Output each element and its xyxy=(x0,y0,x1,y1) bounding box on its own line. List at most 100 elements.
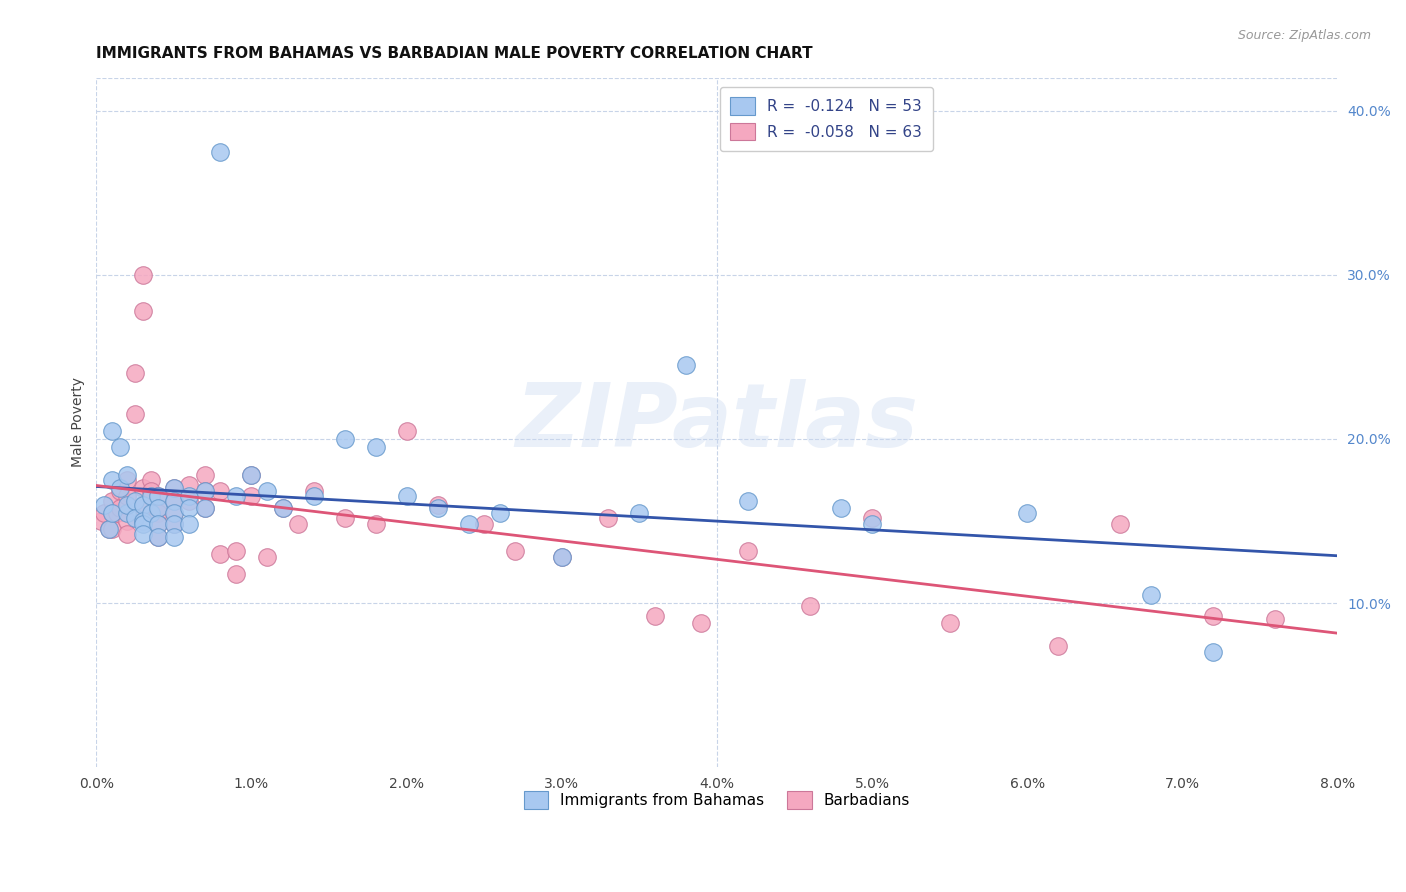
Point xyxy=(101,522,124,536)
Point xyxy=(503,543,526,558)
Point xyxy=(240,468,263,483)
Point xyxy=(302,489,325,503)
Point xyxy=(287,517,309,532)
Y-axis label: Male Poverty: Male Poverty xyxy=(72,377,86,467)
Point xyxy=(148,489,170,503)
Point xyxy=(148,500,170,515)
Point xyxy=(93,498,115,512)
Point xyxy=(117,489,139,503)
Point xyxy=(132,527,155,541)
Point xyxy=(163,506,186,520)
Text: ZIPatlas: ZIPatlas xyxy=(516,379,918,466)
Point xyxy=(737,494,759,508)
Point xyxy=(117,498,139,512)
Point xyxy=(163,494,186,508)
Point xyxy=(179,489,201,503)
Point xyxy=(598,510,620,524)
Point xyxy=(426,500,449,515)
Point xyxy=(117,468,139,483)
Point xyxy=(124,494,146,508)
Legend: Immigrants from Bahamas, Barbadians: Immigrants from Bahamas, Barbadians xyxy=(517,785,917,814)
Point xyxy=(139,489,162,503)
Point xyxy=(163,494,186,508)
Point xyxy=(799,599,821,614)
Point xyxy=(90,514,112,528)
Point xyxy=(132,498,155,512)
Point xyxy=(209,484,232,499)
Point xyxy=(644,609,666,624)
Point xyxy=(364,517,387,532)
Point xyxy=(551,550,574,565)
Point xyxy=(132,481,155,495)
Point xyxy=(1017,506,1039,520)
Point xyxy=(225,489,247,503)
Point xyxy=(1047,639,1070,653)
Point xyxy=(101,506,124,520)
Point xyxy=(1109,517,1132,532)
Point xyxy=(209,145,232,159)
Point xyxy=(132,500,155,515)
Point xyxy=(333,432,356,446)
Point xyxy=(132,268,155,282)
Point xyxy=(148,500,170,515)
Point xyxy=(737,543,759,558)
Point xyxy=(675,358,697,372)
Point xyxy=(395,424,418,438)
Point xyxy=(139,506,162,520)
Point xyxy=(938,615,960,630)
Point xyxy=(179,494,201,508)
Point xyxy=(179,500,201,515)
Point xyxy=(148,517,170,532)
Point xyxy=(830,500,852,515)
Point xyxy=(132,303,155,318)
Point xyxy=(148,506,170,520)
Point xyxy=(488,506,510,520)
Point xyxy=(148,489,170,503)
Point xyxy=(302,484,325,499)
Point xyxy=(117,473,139,487)
Point xyxy=(117,527,139,541)
Point xyxy=(163,481,186,495)
Point xyxy=(101,494,124,508)
Point xyxy=(551,550,574,565)
Point xyxy=(97,522,120,536)
Point xyxy=(472,517,495,532)
Point xyxy=(256,550,278,565)
Point xyxy=(101,506,124,520)
Point xyxy=(1264,612,1286,626)
Point xyxy=(139,473,162,487)
Point xyxy=(132,514,155,528)
Point xyxy=(179,517,201,532)
Point xyxy=(108,500,131,515)
Point xyxy=(108,481,131,495)
Point xyxy=(194,484,217,499)
Point xyxy=(132,517,155,532)
Point xyxy=(108,484,131,499)
Point xyxy=(194,500,217,515)
Point xyxy=(860,517,883,532)
Point xyxy=(163,481,186,495)
Point xyxy=(240,489,263,503)
Point xyxy=(395,489,418,503)
Point xyxy=(163,530,186,544)
Point xyxy=(148,530,170,544)
Point xyxy=(628,506,651,520)
Point xyxy=(124,366,146,380)
Point xyxy=(256,484,278,499)
Point xyxy=(105,506,128,520)
Point xyxy=(194,468,217,483)
Text: Source: ZipAtlas.com: Source: ZipAtlas.com xyxy=(1237,29,1371,42)
Point xyxy=(163,517,186,532)
Point xyxy=(333,510,356,524)
Text: IMMIGRANTS FROM BAHAMAS VS BARBADIAN MALE POVERTY CORRELATION CHART: IMMIGRANTS FROM BAHAMAS VS BARBADIAN MAL… xyxy=(97,46,813,62)
Point xyxy=(179,478,201,492)
Point xyxy=(240,468,263,483)
Point xyxy=(1202,645,1225,659)
Point xyxy=(690,615,713,630)
Point xyxy=(148,530,170,544)
Point xyxy=(860,510,883,524)
Point xyxy=(124,510,146,524)
Point xyxy=(97,522,120,536)
Point xyxy=(101,424,124,438)
Point xyxy=(194,500,217,515)
